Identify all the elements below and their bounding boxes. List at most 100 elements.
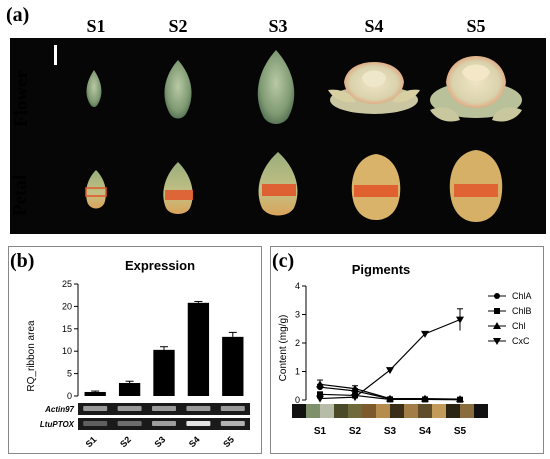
expression-bar — [118, 383, 141, 396]
expression-y-tick-label: 15 — [62, 324, 72, 334]
pigments-point-chl — [456, 395, 464, 403]
expression-bar — [187, 302, 210, 396]
expression-ylabel: RQ_ribbon area — [26, 320, 37, 392]
scale-bar — [54, 45, 57, 65]
panel-c-label: (c) — [272, 250, 295, 272]
panel-b-label: (b) — [10, 250, 35, 272]
gel-label-actin97: Actin97 — [44, 405, 74, 414]
expression-axes: 0 5 10 15 20 25 — [62, 279, 79, 401]
gel-bands — [83, 406, 245, 426]
color-swatch — [418, 404, 432, 418]
pigments-point-cxc — [316, 395, 324, 403]
color-swatch — [292, 404, 306, 418]
pigments-point-cxc — [386, 367, 394, 375]
petal-color-strip — [292, 404, 488, 418]
expression-x-label: S4 — [187, 434, 202, 449]
expression-bar — [84, 391, 106, 396]
gel-band-ltuptox — [186, 421, 211, 426]
pigments-point-cxc — [456, 316, 464, 324]
pigments-title: Pigments — [351, 262, 411, 277]
expression-y-tick-label: 25 — [62, 279, 72, 289]
legend-label-chla: ChlA — [512, 291, 532, 301]
pigments-y-tick-label: 4 — [295, 281, 300, 291]
gel-band-ltuptox — [152, 421, 176, 426]
expression-bar-chart: RQ_ribbon area 0 5 10 15 20 25 Actin97 LtuPTO… — [26, 279, 250, 449]
pigments-series — [316, 308, 464, 403]
petal-s1 — [86, 170, 106, 209]
gel-band-ltuptox — [220, 421, 245, 426]
stage-label-s2: S2 — [168, 16, 188, 36]
flower-s3 — [257, 50, 295, 124]
color-swatch — [446, 404, 460, 418]
color-swatch — [474, 404, 488, 418]
gel-band-ltuptox — [83, 421, 108, 426]
pigments-ylabel: Content (mg/g) — [278, 315, 289, 382]
pigments-point-chl — [421, 394, 429, 402]
row-label-flower: Flower — [11, 70, 32, 127]
flower-photo-panel — [10, 38, 546, 234]
stage-label-s5: S5 — [466, 16, 486, 36]
legend-label-chlb: ChlB — [512, 306, 532, 316]
gel-band-actin97 — [186, 406, 211, 411]
legend-label-chl: Chl — [512, 321, 526, 331]
flower-s4 — [328, 62, 420, 114]
expression-x-labels: S1 S2 S3 S4 S5 — [84, 434, 236, 449]
legend-label-cxc: CxC — [512, 336, 530, 346]
pigments-point-chl — [351, 384, 359, 392]
color-swatch — [334, 404, 348, 418]
legend-marker — [493, 322, 501, 329]
panel-a-label: (a) — [6, 4, 30, 26]
pigments-legend: ChlA ChlB Chl CxC — [488, 291, 532, 346]
color-swatch — [432, 404, 446, 418]
pigments-x-label: S2 — [349, 426, 362, 437]
expression-x-label: S5 — [221, 434, 236, 449]
flower-s5 — [430, 56, 522, 122]
pigments-y-tick-label: 1 — [295, 367, 300, 377]
pigments-y-tick-label: 2 — [295, 338, 300, 348]
expression-y-tick-label: 0 — [67, 391, 72, 401]
expression-title: Expression — [124, 258, 196, 273]
pigments-x-label: S4 — [419, 426, 432, 437]
pigments-point-chl — [386, 394, 394, 402]
expression-bars — [84, 300, 244, 396]
gel-band-actin97 — [152, 406, 176, 411]
pigments-x-label: S1 — [314, 426, 327, 437]
stage-label-s1: S1 — [86, 16, 106, 36]
color-swatch — [306, 404, 320, 418]
pigments-point-chlb — [317, 391, 323, 398]
pigments-x-labels: S1 S2 S3 S4 S5 — [314, 426, 467, 437]
pigments-point-cxc — [351, 394, 359, 402]
gel-label-ltuptox: LtuPTOX — [40, 420, 75, 429]
expression-bar — [222, 336, 244, 396]
pigments-x-label: S5 — [454, 426, 467, 437]
expression-x-label: S3 — [152, 434, 167, 449]
gel-band-actin97 — [220, 406, 245, 411]
gel-band-actin97 — [83, 406, 108, 411]
expression-y-tick-label: 20 — [62, 301, 72, 311]
gel-band-ltuptox — [117, 421, 142, 426]
pigments-y-tick-label: 3 — [295, 310, 300, 320]
color-swatch — [376, 404, 390, 418]
expression-bar — [153, 349, 175, 396]
petal-s2 — [163, 162, 193, 214]
expression-y-tick-label: 5 — [67, 369, 72, 379]
color-swatch — [404, 404, 418, 418]
pigments-axes: 0 1 2 3 4 — [295, 281, 307, 405]
flower-s2 — [164, 60, 192, 119]
expression-x-label: S2 — [118, 434, 133, 449]
flower-petal-photo — [10, 38, 546, 234]
pigments-line-chart: Content (mg/g) 0 1 2 3 4 ChlA ChlB Chl CxC S1 S2… — [278, 281, 532, 437]
pigments-point-chl — [316, 380, 324, 388]
pigments-y-tick-label: 0 — [295, 395, 300, 405]
pigments-x-label: S3 — [384, 426, 397, 437]
petal-s3 — [258, 152, 298, 216]
row-label-petal: Petal — [10, 174, 31, 216]
legend-marker — [494, 308, 500, 314]
expression-y-tick-label: 10 — [62, 346, 72, 356]
color-swatch — [320, 404, 334, 418]
stage-label-s3: S3 — [268, 16, 288, 36]
color-swatch — [362, 404, 376, 418]
color-swatch — [348, 404, 362, 418]
color-swatch — [460, 404, 474, 418]
panel-c-frame — [270, 246, 544, 454]
